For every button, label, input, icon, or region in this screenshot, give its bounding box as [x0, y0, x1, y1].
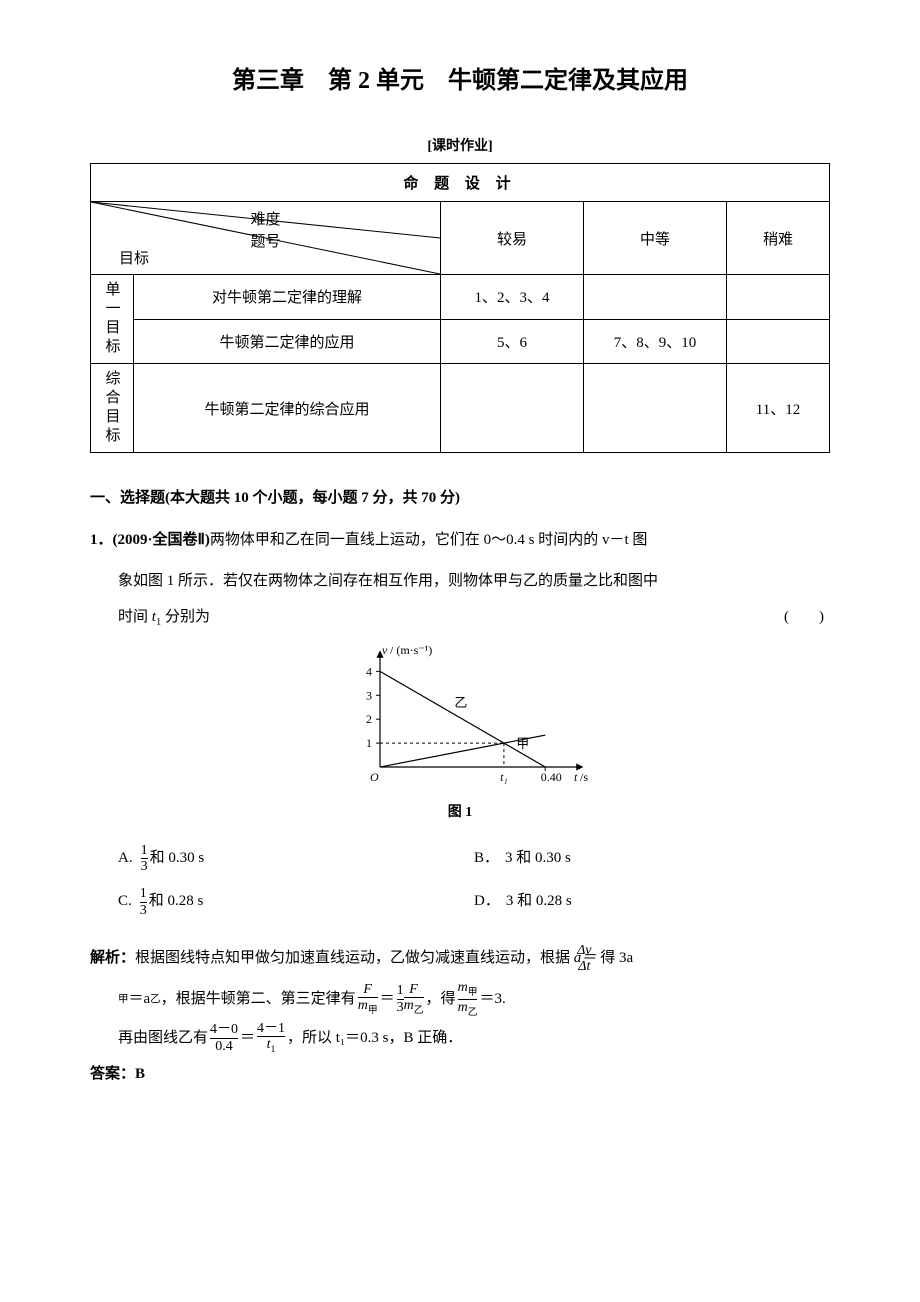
svg-text:4: 4: [366, 664, 372, 678]
diag-mid: 题号: [250, 230, 280, 251]
q1-source: (2009·全国卷Ⅱ): [113, 532, 210, 548]
cell: 7、8、9、10: [584, 319, 727, 364]
rowgroup-0-head: 单一目标: [91, 275, 134, 364]
rowgroup-1-head: 综合目标: [91, 364, 134, 453]
svg-text:2: 2: [366, 712, 372, 726]
q1-stem-line1: 1．(2009·全国卷Ⅱ)两物体甲和乙在同一直线上运动，它们在 0～0.4 s …: [90, 525, 830, 557]
q1-stem3a: 时间: [118, 609, 152, 625]
q1-num: 1．: [90, 532, 113, 548]
table-header: 命 题 设 计: [91, 164, 830, 202]
col-mid: 中等: [584, 202, 727, 275]
svg-text:/s: /s: [580, 770, 588, 784]
explanation-line2: 甲 ＝a 乙 ，根据牛顿第二、第三定律有 F m甲 ＝ 1 3 F m乙 ，得 …: [90, 980, 830, 1018]
col-hard: 稍难: [727, 202, 830, 275]
page: 第三章 第 2 单元 牛顿第二定律及其应用 [课时作业] 命 题 设 计 难度 …: [0, 0, 920, 1302]
q1-stem-line2: 象如图 1 所示．若仅在两物体之间存在相互作用，则物体甲与乙的质量之比和图中: [90, 566, 830, 598]
option-b: B． 3 和 0.30 s: [474, 843, 830, 875]
svg-text:/ (m·s⁻¹): / (m·s⁻¹): [390, 643, 432, 657]
expl-lead: 解析：: [90, 950, 135, 966]
options: A. 13 和 0.30 s B． 3 和 0.30 s C. 13 和 0.2…: [90, 837, 830, 925]
option-c: C. 13 和 0.28 s: [118, 886, 474, 918]
q1-stem-line3: 时间 t1 分别为 ( ): [90, 602, 830, 634]
diag-cell: 难度 题号 目标: [91, 202, 441, 275]
option-d: D． 3 和 0.28 s: [474, 886, 830, 918]
cell: [441, 364, 584, 453]
svg-text:0.40: 0.40: [541, 770, 562, 784]
page-title: 第三章 第 2 单元 牛顿第二定律及其应用: [90, 60, 830, 95]
design-table: 命 题 设 计 难度 题号 目标 较易 中等 稍难 单一目标 对牛顿第二定律的理…: [90, 163, 830, 453]
row-1-label: 牛顿第二定律的应用: [134, 319, 441, 364]
q1-stem1: 两物体甲和乙在同一直线上运动，它们在 0～0.4 s 时间内的 v－t 图: [210, 532, 648, 548]
row-0-label: 对牛顿第二定律的理解: [134, 275, 441, 320]
subtitle: [课时作业]: [90, 135, 830, 155]
vt-chart-svg: 1 2 3 4 0.40 Ov/ (m·s⁻¹) t/s 甲 乙 t₁: [330, 642, 590, 792]
cell: [584, 364, 727, 453]
cell: 11、12: [727, 364, 830, 453]
cell: [727, 275, 830, 320]
row-2-label: 牛顿第二定律的综合应用: [134, 364, 441, 453]
explanation-line3: 再由图线乙有 4－0 0.4 ＝ 4－1 t1 ，所以 t₁＝0.3 s，B 正…: [90, 1020, 830, 1056]
svg-text:t: t: [574, 770, 578, 784]
chart-caption: 图 1: [90, 801, 830, 821]
svg-text:t₁: t₁: [500, 770, 508, 784]
col-easy: 较易: [441, 202, 584, 275]
vt-chart: 1 2 3 4 0.40 Ov/ (m·s⁻¹) t/s 甲 乙 t₁: [90, 642, 830, 797]
cell: [727, 319, 830, 364]
option-a: A. 13 和 0.30 s: [118, 843, 474, 875]
cell: [584, 275, 727, 320]
svg-text:v: v: [382, 643, 388, 657]
q1-stem3b: 分别为: [161, 609, 210, 625]
svg-text:O: O: [370, 770, 379, 784]
svg-text:1: 1: [366, 736, 372, 750]
svg-text:乙: 乙: [454, 695, 467, 710]
cell: 5、6: [441, 319, 584, 364]
diag-top: 难度: [250, 208, 280, 229]
section-1-head: 一、选择题(本大题共 10 个小题，每小题 7 分，共 70 分): [90, 483, 830, 515]
explanation-line1: 解析：根据图线特点知甲做匀加速直线运动，乙做匀减速直线运动，根据 a＝ΔvΔt得…: [90, 940, 830, 976]
diag-bot: 目标: [119, 247, 149, 268]
answer-line: 答案：B: [90, 1062, 830, 1083]
cell: 1、2、3、4: [441, 275, 584, 320]
answer-paren: ( ): [784, 602, 830, 634]
svg-text:甲: 甲: [516, 735, 529, 750]
svg-text:3: 3: [366, 688, 372, 702]
